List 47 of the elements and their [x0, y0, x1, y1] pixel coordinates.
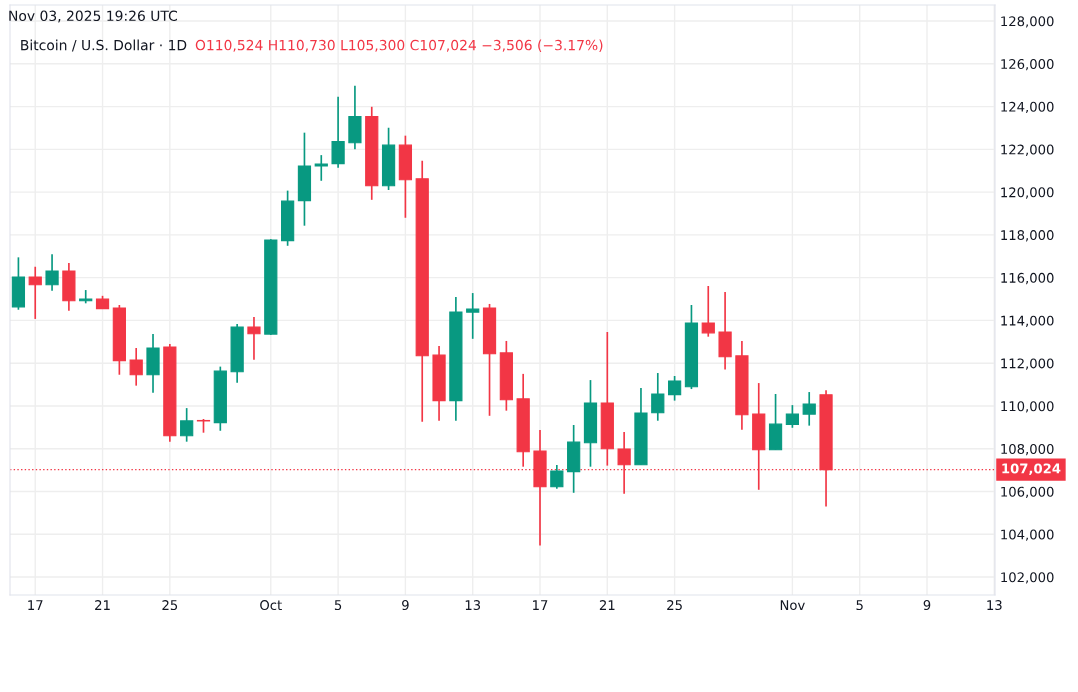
ref-line-label: 107,024: [1002, 463, 1061, 476]
x-tick-label: 17: [28, 600, 43, 610]
x-tick-label: 5: [856, 600, 863, 611]
y-tick-label: 114,000: [1001, 315, 1054, 327]
candlestick: [129, 347, 143, 387]
y-tick-label: 120,000: [1001, 187, 1054, 199]
y-tick-label: 122,000: [1001, 144, 1054, 156]
x-tick-label: 9: [923, 600, 931, 611]
candlestick: [331, 95, 345, 169]
candlestick: [247, 316, 261, 361]
x-tick-label: Oct: [260, 600, 282, 611]
y-tick-label: 124,000: [1001, 101, 1054, 114]
candlestick: [45, 253, 59, 292]
y-tick-label: 104,000: [1001, 529, 1054, 541]
y-tick-label: 128,000: [1001, 16, 1054, 28]
x-tick-label: 5: [334, 600, 342, 611]
candlestick: [79, 289, 93, 305]
candlestick: [314, 154, 328, 182]
candlestick: [701, 285, 715, 338]
x-tick-label: Nov: [780, 600, 805, 611]
x-tick-label: 21: [95, 600, 110, 610]
y-tick-label: 118,000: [1001, 230, 1054, 242]
x-tick-label: 25: [162, 600, 178, 611]
y-tick-label: 106,000: [1001, 486, 1054, 499]
x-tick-label: 13: [465, 600, 481, 611]
text: O110,524 H110,730 L105,300 C107,024 −3,506 (−3.17%): [195, 39, 603, 52]
candlestick: [550, 464, 564, 490]
x-tick-label: 25: [667, 600, 682, 611]
y-tick-label: 108,000: [1001, 443, 1054, 456]
y-tick-label: 102,000: [1001, 572, 1054, 584]
candlestick: [667, 375, 682, 402]
candlestick: [28, 265, 42, 320]
candlestick: [785, 404, 800, 429]
candlestick: [651, 372, 665, 422]
annotation: Nov 03, 2025 19:26 UTC: [9, 10, 177, 23]
y-tick-label: 110,000: [1001, 401, 1054, 413]
text: Bitcoin / U.S. Dollar · 1D: [21, 39, 187, 52]
y-tick-label: 116,000: [1001, 272, 1054, 285]
y-tick-label: 126,000: [1001, 59, 1054, 71]
y-tick-label: 112,000: [1001, 358, 1054, 370]
x-tick-label: 9: [402, 600, 409, 611]
candlestick: [180, 407, 194, 443]
candlestick: [802, 391, 816, 427]
x-tick-label: 21: [599, 600, 615, 610]
x-tick-label: 13: [987, 600, 1002, 611]
candlestick: [466, 292, 480, 340]
x-tick-label: 17: [533, 600, 548, 610]
